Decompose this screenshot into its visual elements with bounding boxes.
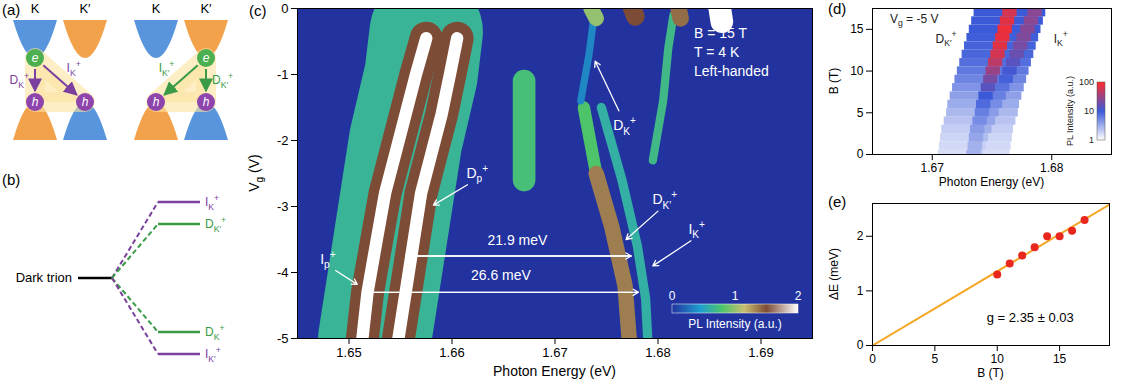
svg-text:B (T): B (T) (977, 366, 1004, 380)
svg-text:K′: K′ (200, 1, 212, 16)
svg-text:T = 4 K: T = 4 K (694, 44, 740, 60)
svg-text:(d): (d) (828, 0, 846, 17)
svg-text:DK′+: DK′+ (652, 189, 677, 211)
svg-text:Dp+: Dp+ (466, 163, 488, 185)
svg-text:h: h (32, 95, 39, 109)
svg-text:26.6 meV: 26.6 meV (471, 267, 532, 283)
svg-text:0: 0 (869, 352, 876, 366)
svg-text:1.67: 1.67 (921, 161, 945, 175)
svg-text:Dark trion: Dark trion (16, 270, 72, 285)
svg-text:15: 15 (1053, 352, 1067, 366)
svg-text:Photon Energy (eV): Photon Energy (eV) (493, 363, 616, 379)
svg-text:DK+: DK+ (10, 71, 29, 90)
svg-text:(c): (c) (249, 2, 267, 19)
svg-text:10: 10 (991, 352, 1005, 366)
svg-text:1.66: 1.66 (439, 345, 464, 360)
svg-text:(e): (e) (828, 193, 846, 210)
svg-text:K: K (152, 1, 161, 16)
svg-text:B (T): B (T) (827, 68, 841, 95)
svg-text:Vg = -5 V: Vg = -5 V (890, 12, 939, 29)
svg-text:IK′+: IK′+ (205, 345, 221, 364)
svg-text:IK+: IK+ (205, 193, 219, 212)
svg-text:2: 2 (857, 229, 864, 243)
svg-text:DK+: DK+ (205, 323, 224, 342)
svg-text:1: 1 (732, 289, 739, 303)
svg-text:IK+: IK+ (1054, 29, 1068, 48)
svg-text:0: 0 (281, 1, 288, 16)
svg-text:PL Intensity (a.u.): PL Intensity (a.u.) (688, 317, 782, 331)
svg-text:5: 5 (932, 352, 939, 366)
svg-text:h: h (153, 95, 160, 109)
svg-text:5: 5 (857, 106, 864, 120)
svg-text:DK′+: DK′+ (212, 71, 233, 90)
svg-text:e: e (203, 51, 210, 65)
svg-text:(b): (b) (2, 171, 20, 188)
svg-text:h: h (82, 95, 89, 109)
svg-text:0: 0 (857, 147, 864, 161)
svg-text:h: h (203, 95, 210, 109)
svg-text:PL Intensity (a.u.): PL Intensity (a.u.) (1065, 76, 1075, 146)
svg-text:100: 100 (1079, 77, 1094, 87)
svg-text:IK+: IK+ (688, 219, 705, 241)
svg-text:DK′+: DK′+ (936, 29, 957, 48)
svg-text:Vg (V): Vg (V) (246, 154, 265, 192)
svg-text:2: 2 (795, 289, 802, 303)
svg-text:0: 0 (669, 289, 676, 303)
svg-text:-4: -4 (277, 265, 289, 280)
svg-text:1.65: 1.65 (336, 345, 361, 360)
svg-text:-2: -2 (277, 133, 289, 148)
svg-text:Left-handed: Left-handed (694, 63, 769, 79)
svg-text:10: 10 (1084, 106, 1094, 116)
svg-text:-1: -1 (277, 67, 289, 82)
svg-text:B = 15 T: B = 15 T (694, 25, 748, 41)
svg-text:1.68: 1.68 (645, 345, 670, 360)
svg-text:Photon Energy (eV): Photon Energy (eV) (939, 175, 1044, 189)
svg-text:1.67: 1.67 (542, 345, 567, 360)
svg-text:ΔE (meV): ΔE (meV) (827, 248, 841, 300)
svg-text:DK′+: DK′+ (205, 215, 226, 234)
svg-text:e: e (32, 51, 39, 65)
svg-text:-5: -5 (277, 331, 289, 346)
svg-text:g = 2.35 ± 0.03: g = 2.35 ± 0.03 (987, 310, 1074, 325)
svg-text:1.68: 1.68 (1040, 161, 1064, 175)
svg-text:IK+: IK+ (67, 59, 81, 78)
svg-text:-3: -3 (277, 199, 289, 214)
svg-text:10: 10 (850, 64, 864, 78)
svg-text:(a): (a) (2, 1, 20, 18)
svg-text:K: K (31, 1, 40, 16)
svg-text:0: 0 (857, 338, 864, 352)
svg-text:21.9 meV: 21.9 meV (487, 232, 548, 248)
svg-text:1.69: 1.69 (748, 345, 773, 360)
svg-text:K′: K′ (79, 1, 91, 16)
svg-text:15: 15 (850, 22, 864, 36)
svg-text:DK+: DK+ (613, 115, 636, 137)
svg-text:1: 1 (857, 284, 864, 298)
svg-text:Ip+: Ip+ (320, 249, 336, 271)
svg-text:IK′+: IK′+ (159, 59, 175, 78)
svg-text:1: 1 (1089, 135, 1094, 145)
